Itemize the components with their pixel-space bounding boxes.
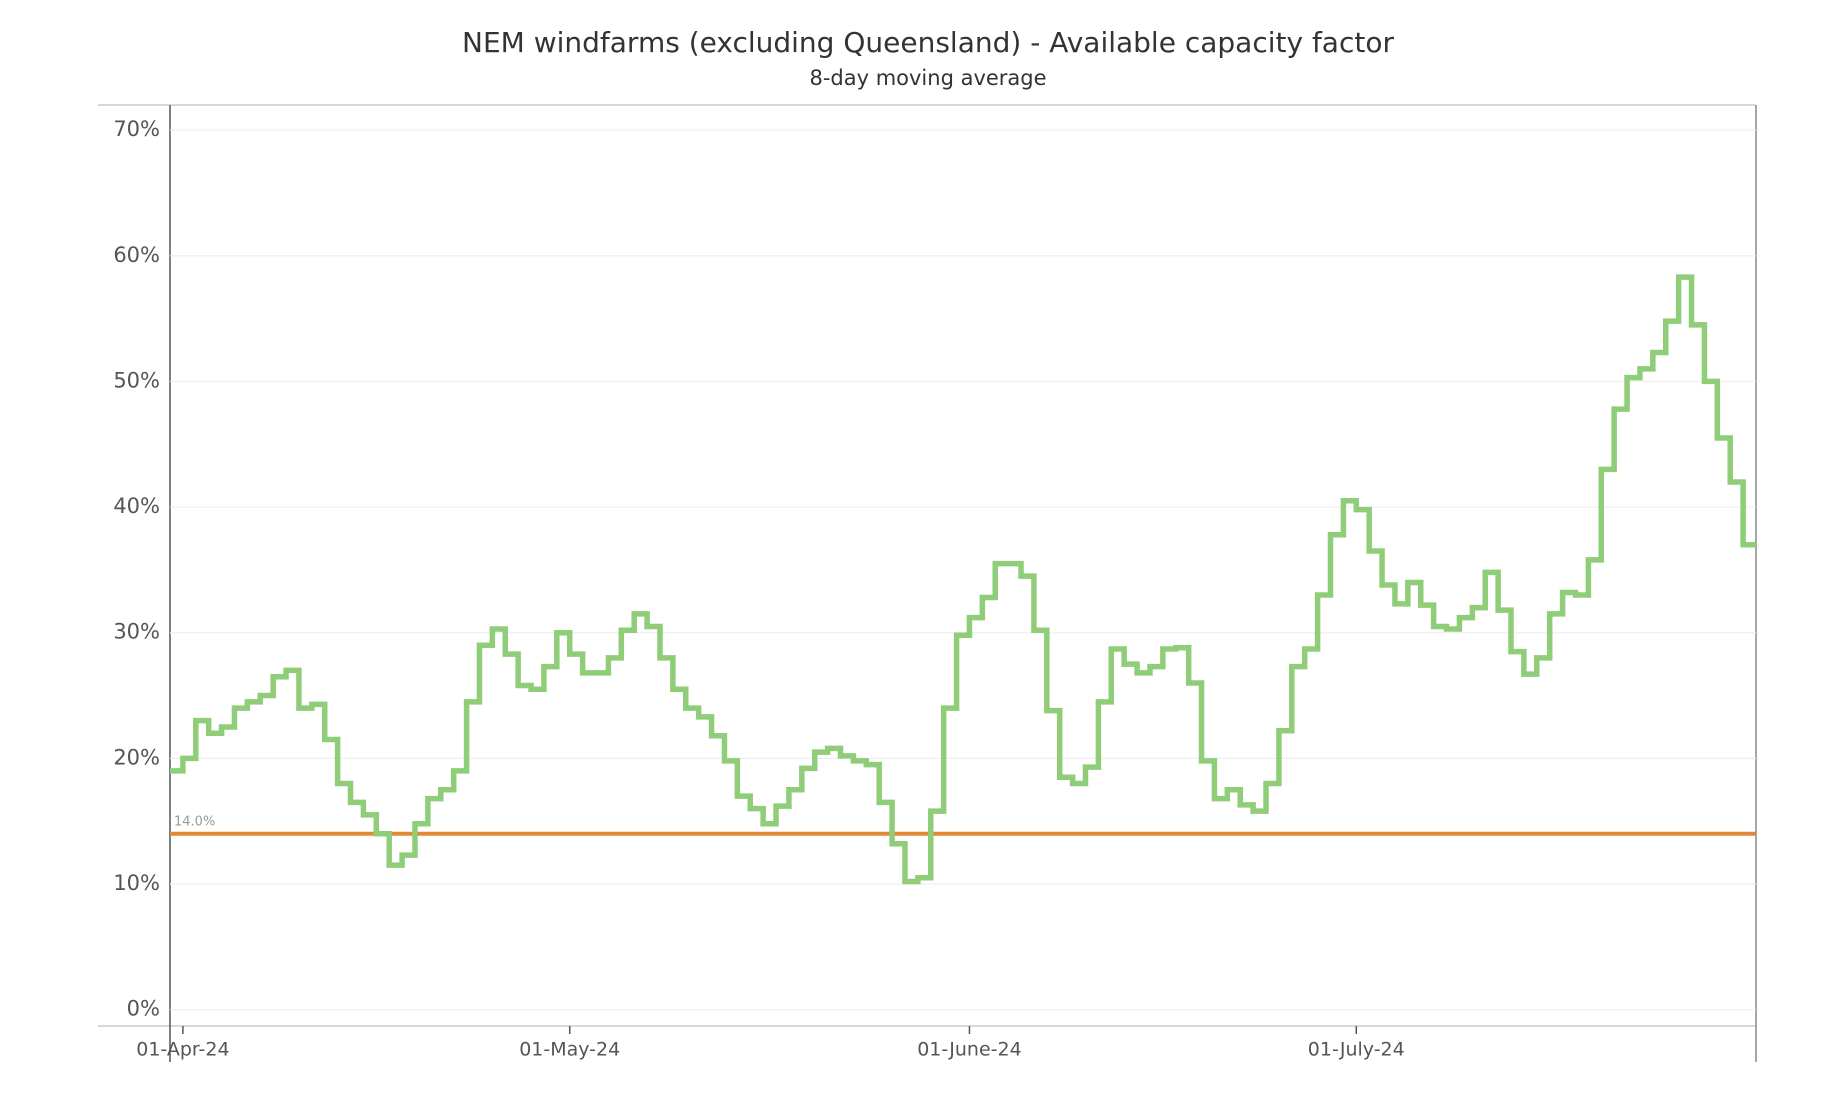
y-tick-label: 10% [113, 871, 160, 895]
y-tick-label: 70% [113, 117, 160, 141]
y-tick-label: 0% [127, 997, 160, 1021]
data-line [170, 274, 1756, 885]
y-tick-label: 50% [113, 368, 160, 392]
y-tick-label: 30% [113, 620, 160, 644]
chart-subtitle: 8-day moving average [809, 66, 1046, 90]
y-tick-label: 40% [113, 494, 160, 518]
reference-label: 14.0% [174, 814, 215, 829]
y-tick-label: 60% [113, 243, 160, 267]
x-tick-label: 01-May-24 [519, 1039, 620, 1061]
chart-title: NEM windfarms (excluding Queensland) - A… [462, 26, 1394, 59]
x-tick-label: 01-July-24 [1308, 1039, 1405, 1061]
x-tick-label: 01-Apr-24 [136, 1039, 229, 1061]
y-tick-label: 20% [113, 745, 160, 769]
x-tick-label: 01-June-24 [917, 1039, 1022, 1061]
